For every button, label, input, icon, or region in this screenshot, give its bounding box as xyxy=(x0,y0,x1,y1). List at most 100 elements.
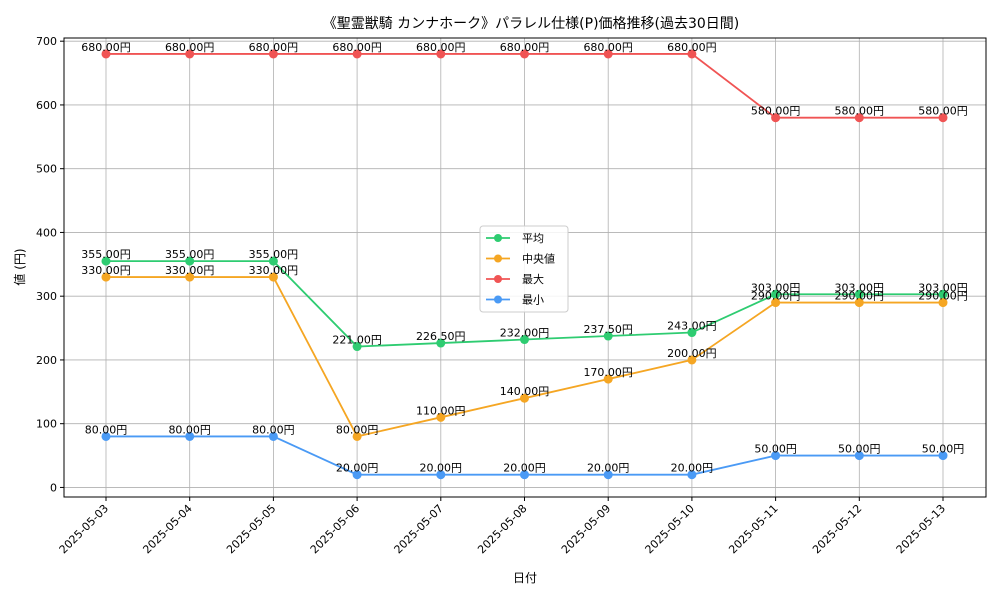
data-point xyxy=(771,113,781,123)
y-tick-label: 700 xyxy=(36,35,57,48)
data-point xyxy=(938,298,948,308)
y-tick-label: 100 xyxy=(36,418,57,431)
data-label: 290.00円 xyxy=(751,290,801,303)
data-point xyxy=(687,355,697,365)
data-label: 50.00円 xyxy=(922,443,965,456)
data-label: 170.00円 xyxy=(583,366,633,379)
data-label: 20.00円 xyxy=(420,462,463,475)
data-point xyxy=(771,298,781,308)
data-label: 140.00円 xyxy=(500,385,550,398)
data-label: 232.00円 xyxy=(500,327,550,340)
data-label: 80.00円 xyxy=(336,423,379,436)
data-point xyxy=(185,272,195,282)
data-label: 221.00円 xyxy=(332,334,382,347)
data-label: 20.00円 xyxy=(503,462,546,475)
data-label: 200.00円 xyxy=(667,347,717,360)
data-point xyxy=(101,256,111,266)
data-point xyxy=(854,451,864,461)
data-label: 226.50円 xyxy=(416,330,466,343)
x-tick-label: 2025-05-08 xyxy=(475,502,529,556)
data-label: 680.00円 xyxy=(667,41,717,54)
data-point xyxy=(185,431,195,441)
data-label: 330.00円 xyxy=(81,264,131,277)
y-axis-label: 値 (円) xyxy=(12,248,27,285)
data-label: 580.00円 xyxy=(918,105,968,118)
data-label: 580.00円 xyxy=(835,105,885,118)
legend-label: 最大 xyxy=(522,272,544,286)
data-point xyxy=(687,470,697,480)
legend-marker xyxy=(494,275,502,283)
x-tick-label: 2025-05-13 xyxy=(894,502,948,556)
data-label: 680.00円 xyxy=(583,41,633,54)
data-point xyxy=(185,256,195,266)
x-tick-label: 2025-05-11 xyxy=(726,502,780,556)
data-label: 20.00円 xyxy=(587,462,630,475)
y-tick-label: 200 xyxy=(36,354,57,367)
data-label: 330.00円 xyxy=(165,264,215,277)
data-label: 680.00円 xyxy=(416,41,466,54)
data-label: 290.00円 xyxy=(835,290,885,303)
y-tick-label: 300 xyxy=(36,290,57,303)
data-label: 243.00円 xyxy=(667,320,717,333)
data-point xyxy=(352,470,362,480)
data-label: 680.00円 xyxy=(81,41,131,54)
data-point xyxy=(603,331,613,341)
data-label: 20.00円 xyxy=(336,462,379,475)
x-tick-label: 2025-05-06 xyxy=(308,502,362,556)
data-label: 303.00円 xyxy=(751,281,801,294)
x-tick-label: 2025-05-12 xyxy=(810,502,864,556)
y-tick-label: 600 xyxy=(36,99,57,112)
data-label: 50.00円 xyxy=(838,443,881,456)
chart-title: 《聖霊獣騎 カンナホーク》パラレル仕様(P)価格推移(過去30日間) xyxy=(323,16,740,32)
data-point xyxy=(938,113,948,123)
data-point xyxy=(771,451,781,461)
data-label: 290.00円 xyxy=(918,290,968,303)
data-point xyxy=(101,49,111,59)
legend-marker xyxy=(494,295,502,304)
data-point xyxy=(938,451,948,461)
x-axis-label: 日付 xyxy=(513,571,537,585)
data-point xyxy=(603,49,613,59)
legend-box xyxy=(479,225,569,313)
data-point xyxy=(185,49,195,59)
data-point xyxy=(520,49,529,59)
data-point xyxy=(352,431,362,441)
data-label: 680.00円 xyxy=(332,41,382,54)
data-label: 355.00円 xyxy=(249,248,299,261)
legend-marker xyxy=(494,234,502,242)
legend-label: 最小 xyxy=(522,294,544,307)
data-label: 680.00円 xyxy=(249,41,299,54)
data-point xyxy=(436,338,446,348)
data-label: 110.00円 xyxy=(416,404,466,417)
data-point xyxy=(101,431,111,441)
data-label: 330.00円 xyxy=(249,264,299,277)
data-point xyxy=(603,374,613,384)
data-label: 355.00円 xyxy=(165,248,215,261)
data-point xyxy=(352,49,362,59)
data-point xyxy=(436,470,446,480)
y-tick-label: 400 xyxy=(36,226,57,239)
x-tick-label: 2025-05-07 xyxy=(392,502,446,556)
y-tick-label: 500 xyxy=(36,163,57,176)
data-point xyxy=(854,113,864,123)
data-label: 80.00円 xyxy=(252,423,295,436)
x-tick-label: 2025-05-09 xyxy=(559,502,613,556)
data-labels: 355.00円 355.00円 355.00円 221.00円 226.50円 232.0… xyxy=(81,41,968,475)
data-label: 80.00円 xyxy=(168,423,211,436)
y-tick-label: 0 xyxy=(50,481,57,494)
data-label: 680.00円 xyxy=(165,41,215,54)
data-label: 303.00円 xyxy=(918,281,968,294)
data-label: 237.50円 xyxy=(583,323,633,336)
data-point xyxy=(687,328,697,338)
legend-label: 中央値 xyxy=(522,253,555,266)
data-point xyxy=(687,49,697,59)
data-point xyxy=(268,431,278,441)
series-layer xyxy=(101,49,948,480)
data-point xyxy=(101,272,111,282)
data-point xyxy=(352,342,362,352)
x-tick-label: 2025-05-05 xyxy=(224,502,278,556)
data-label: 680.00円 xyxy=(500,41,550,54)
